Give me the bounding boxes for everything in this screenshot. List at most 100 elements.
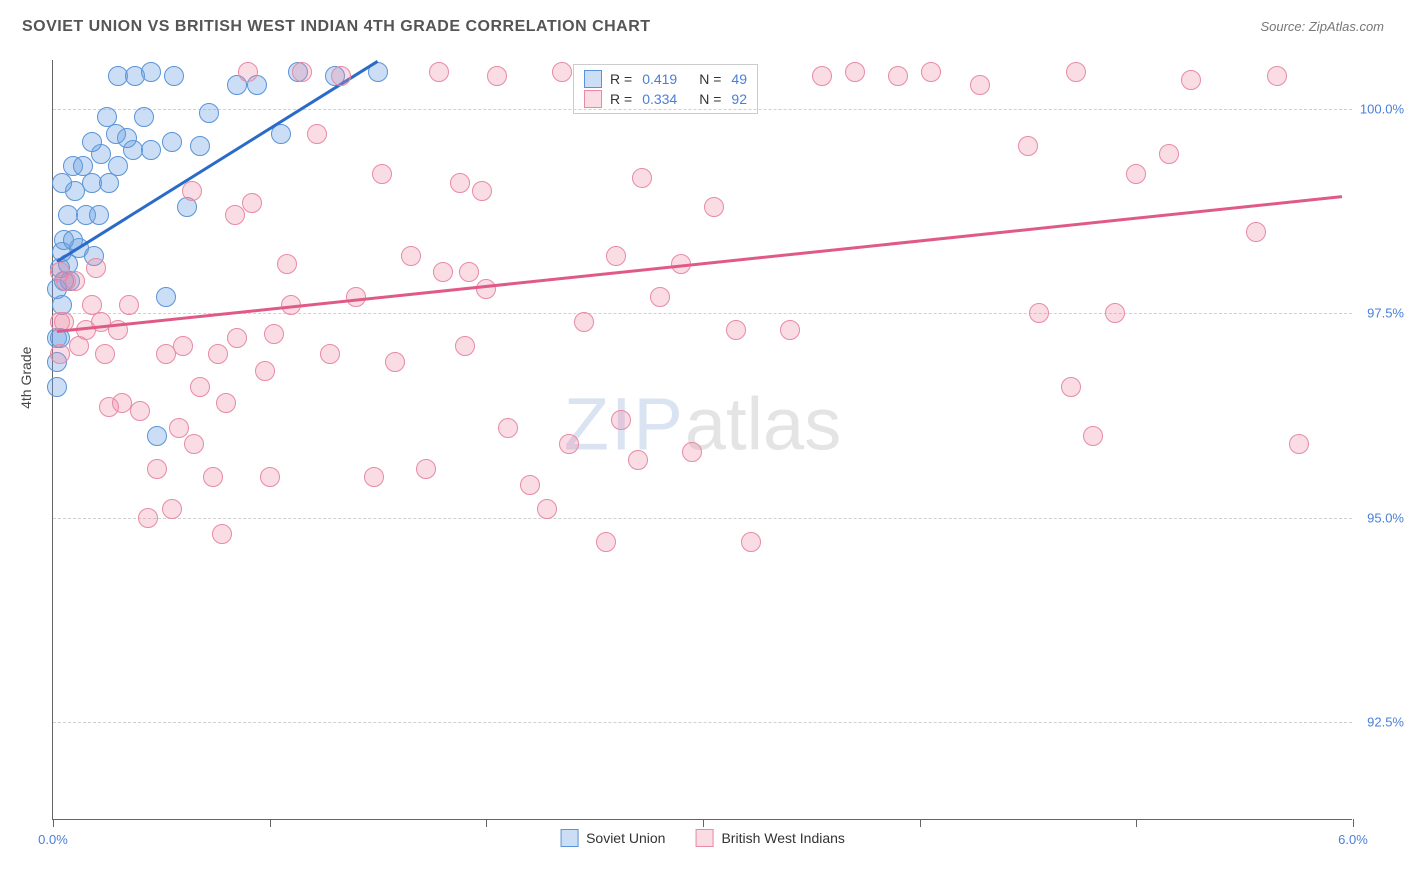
- gridline-h: [53, 313, 1352, 314]
- data-point: [130, 401, 150, 421]
- x-tick: [53, 819, 54, 827]
- data-point: [292, 62, 312, 82]
- x-tick: [486, 819, 487, 827]
- data-point: [552, 62, 572, 82]
- data-point: [89, 205, 109, 225]
- legend-r-label: R =: [610, 91, 632, 107]
- data-point: [147, 459, 167, 479]
- data-point: [611, 410, 631, 430]
- data-point: [108, 156, 128, 176]
- legend-r-value: 0.419: [642, 71, 677, 87]
- correlation-legend: R = 0.419 N = 49 R = 0.334N = 92: [573, 64, 758, 114]
- chart-title: SOVIET UNION VS BRITISH WEST INDIAN 4TH …: [22, 18, 651, 36]
- data-point: [47, 377, 67, 397]
- data-point: [50, 344, 70, 364]
- data-point: [141, 140, 161, 160]
- data-point: [682, 442, 702, 462]
- x-tick: [1136, 819, 1137, 827]
- data-point: [164, 66, 184, 86]
- data-point: [95, 344, 115, 364]
- data-point: [632, 168, 652, 188]
- data-point: [141, 62, 161, 82]
- data-point: [364, 467, 384, 487]
- data-point: [227, 328, 247, 348]
- y-tick-label: 92.5%: [1356, 714, 1404, 729]
- data-point: [459, 262, 479, 282]
- data-point: [162, 499, 182, 519]
- data-point: [1105, 303, 1125, 323]
- data-point: [50, 262, 70, 282]
- data-point: [182, 181, 202, 201]
- data-point: [812, 66, 832, 86]
- legend-swatch: [695, 829, 713, 847]
- x-tick: [920, 819, 921, 827]
- legend-row: R = 0.334N = 92: [584, 89, 747, 109]
- scatter-plot: ZIPatlas R = 0.419N = 49R = 0.334N = 92 …: [52, 60, 1352, 820]
- data-point: [650, 287, 670, 307]
- data-point: [1246, 222, 1266, 242]
- y-tick-label: 100.0%: [1356, 102, 1404, 117]
- x-tick: [270, 819, 271, 827]
- data-point: [888, 66, 908, 86]
- data-point: [596, 532, 616, 552]
- legend-n-label: N =: [699, 71, 721, 87]
- data-point: [119, 295, 139, 315]
- data-point: [1066, 62, 1086, 82]
- data-point: [134, 107, 154, 127]
- data-point: [1018, 136, 1038, 156]
- x-tick: [703, 819, 704, 827]
- data-point: [606, 246, 626, 266]
- data-point: [73, 156, 93, 176]
- data-point: [173, 336, 193, 356]
- data-point: [208, 344, 228, 364]
- data-point: [780, 320, 800, 340]
- data-point: [190, 136, 210, 156]
- data-point: [162, 132, 182, 152]
- data-point: [574, 312, 594, 332]
- gridline-h: [53, 518, 1352, 519]
- data-point: [416, 459, 436, 479]
- legend-item: British West Indians: [695, 829, 844, 847]
- gridline-h: [53, 722, 1352, 723]
- legend-n-value: 49: [731, 71, 747, 87]
- data-point: [476, 279, 496, 299]
- gridline-h: [53, 109, 1352, 110]
- data-point: [845, 62, 865, 82]
- data-point: [238, 62, 258, 82]
- trend-line: [57, 195, 1342, 333]
- data-point: [264, 324, 284, 344]
- data-point: [1181, 70, 1201, 90]
- data-point: [277, 254, 297, 274]
- legend-swatch: [584, 70, 602, 88]
- legend-swatch: [560, 829, 578, 847]
- data-point: [97, 107, 117, 127]
- data-point: [1029, 303, 1049, 323]
- data-point: [225, 205, 245, 225]
- data-point: [487, 66, 507, 86]
- data-point: [429, 62, 449, 82]
- source-attribution: Source: ZipAtlas.com: [1260, 19, 1384, 34]
- data-point: [921, 62, 941, 82]
- data-point: [260, 467, 280, 487]
- data-point: [331, 66, 351, 86]
- x-tick-label: 0.0%: [38, 832, 68, 847]
- data-point: [184, 434, 204, 454]
- legend-item: Soviet Union: [560, 829, 665, 847]
- data-point: [199, 103, 219, 123]
- legend-label: Soviet Union: [586, 830, 665, 846]
- data-point: [1267, 66, 1287, 86]
- data-point: [726, 320, 746, 340]
- data-point: [385, 352, 405, 372]
- legend-r-label: R =: [610, 71, 632, 87]
- data-point: [1083, 426, 1103, 446]
- data-point: [741, 532, 761, 552]
- data-point: [212, 524, 232, 544]
- y-tick-label: 95.0%: [1356, 510, 1404, 525]
- data-point: [704, 197, 724, 217]
- data-point: [455, 336, 475, 356]
- data-point: [970, 75, 990, 95]
- y-axis-label: 4th Grade: [18, 347, 34, 409]
- data-point: [169, 418, 189, 438]
- data-point: [520, 475, 540, 495]
- legend-r-value: 0.334: [642, 91, 677, 107]
